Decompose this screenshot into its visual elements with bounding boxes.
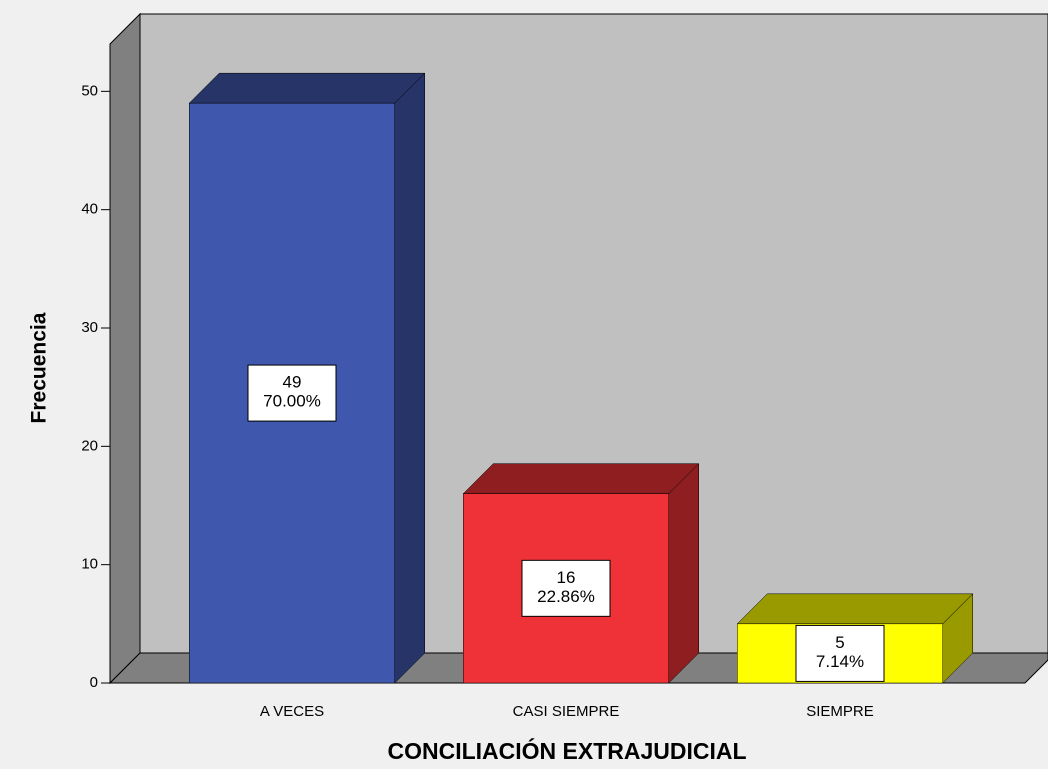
y-tick-label: 50 <box>81 82 98 99</box>
y-tick-label: 0 <box>90 674 98 691</box>
data-label-percent: 70.00% <box>263 392 321 411</box>
bar-top <box>462 463 700 494</box>
bar-top <box>188 72 426 104</box>
x-tick-label: A VECES <box>260 703 324 720</box>
x-tick-label: SIEMPRE <box>806 703 874 720</box>
data-label-percent: 7.14% <box>816 652 864 671</box>
data-label-box <box>521 559 611 617</box>
data-label-value: 16 <box>557 568 576 587</box>
data-label-box <box>795 624 885 682</box>
y-tick-label: 30 <box>81 319 98 336</box>
y-tick-label: 40 <box>81 201 98 218</box>
data-label-percent: 22.86% <box>537 587 595 606</box>
x-tick-label: CASI SIEMPRE <box>513 703 620 720</box>
y-tick-label: 10 <box>81 556 98 573</box>
y-tick-label: 20 <box>81 437 98 454</box>
data-label-value: 5 <box>835 633 844 652</box>
bar-top <box>736 593 974 625</box>
data-label-value: 49 <box>283 373 302 392</box>
data-label-box <box>247 364 337 422</box>
y-axis-title: Frecuencia <box>28 312 51 423</box>
bar-side <box>394 72 425 684</box>
bar-side <box>668 463 699 684</box>
x-axis-title: CONCILIACIÓN EXTRAJUDICIAL <box>387 737 746 764</box>
side-wall <box>109 12 141 685</box>
